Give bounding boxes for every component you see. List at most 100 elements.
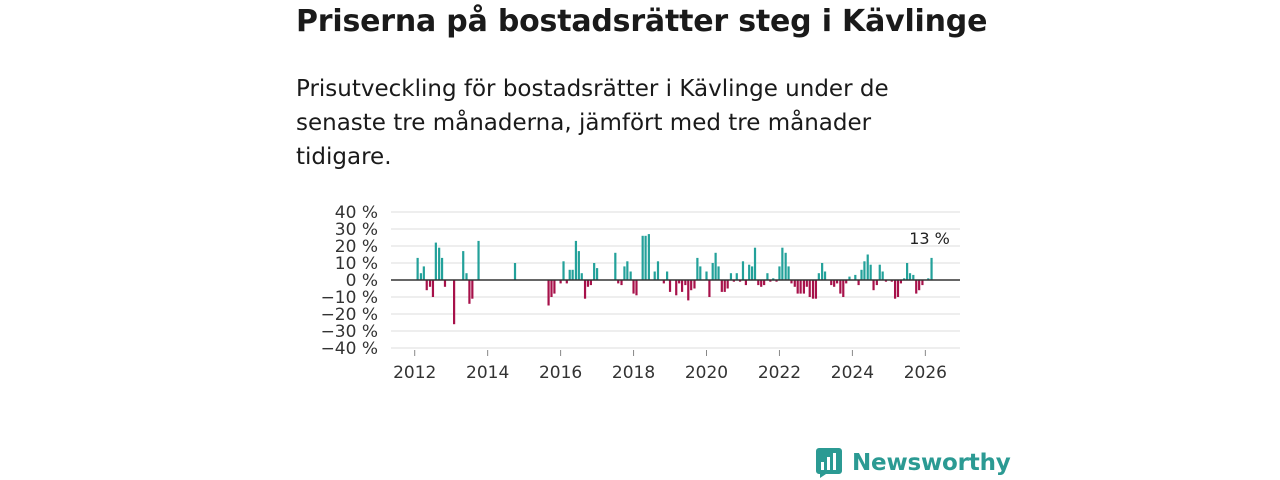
x-tick-label: 2026 — [904, 363, 947, 383]
bar — [863, 261, 866, 280]
bar — [823, 271, 827, 280]
bar — [918, 280, 921, 291]
bar — [675, 280, 678, 296]
bar — [869, 264, 872, 280]
y-tick-label: 20 % — [335, 237, 378, 257]
bar — [921, 280, 924, 286]
bar — [760, 280, 763, 287]
bar — [666, 271, 669, 280]
bar — [559, 280, 562, 284]
bar — [626, 261, 629, 280]
y-tick-label: 10 % — [335, 254, 378, 274]
bar — [906, 263, 909, 280]
bar — [653, 271, 656, 280]
x-tick-label: 2018 — [612, 363, 655, 383]
page-subtitle: Prisutveckling för bostadsrätter i Kävli… — [296, 76, 889, 170]
bar — [741, 261, 745, 280]
bar — [915, 280, 918, 294]
bar — [808, 280, 811, 297]
bar — [738, 280, 742, 282]
bar — [644, 235, 647, 280]
bar — [781, 247, 784, 280]
bar — [443, 280, 447, 287]
bar — [419, 273, 423, 280]
bar — [553, 280, 556, 294]
bar-series — [416, 234, 933, 325]
bar — [860, 269, 863, 280]
bar — [775, 280, 778, 282]
bar — [462, 251, 465, 280]
bar — [699, 266, 702, 280]
bar — [428, 280, 432, 287]
bar — [830, 280, 833, 286]
bar — [778, 266, 781, 280]
bar — [586, 280, 590, 287]
bar — [784, 252, 787, 280]
bar — [577, 251, 580, 280]
bar — [641, 235, 644, 280]
bar — [465, 273, 468, 280]
bar — [678, 280, 681, 284]
bar — [723, 280, 726, 292]
bar — [684, 280, 687, 286]
bar — [875, 280, 878, 286]
bar — [714, 252, 717, 280]
bar — [927, 278, 930, 280]
bar — [805, 280, 808, 287]
bar — [440, 257, 444, 280]
bar — [748, 264, 751, 280]
bar — [568, 269, 571, 280]
bar — [899, 280, 903, 284]
bar — [422, 266, 425, 280]
bar — [766, 273, 769, 280]
bar — [571, 269, 574, 280]
x-axis-ticks: 2012 2014 2016 2018 2020 2022 2024 2026 — [393, 350, 947, 383]
bar — [662, 280, 665, 284]
bar — [635, 280, 638, 296]
bar — [848, 276, 851, 280]
bar — [884, 280, 888, 282]
bar — [431, 280, 435, 297]
bar — [757, 280, 760, 286]
bar — [647, 234, 650, 280]
brand-logo: Newsworthy — [816, 446, 1011, 480]
x-tick-label: 2016 — [539, 363, 582, 383]
bar — [726, 280, 729, 289]
bar — [693, 280, 696, 289]
y-tick-label: 0 % — [346, 271, 378, 291]
bar — [620, 280, 623, 286]
grid-lines — [391, 211, 960, 349]
bar — [821, 263, 824, 280]
bar — [896, 280, 900, 297]
y-axis-ticks: 40 %30 %20 %10 %0 %−10 %−20 %−30 %−40 % — [321, 203, 378, 359]
bar — [547, 280, 550, 306]
bar — [802, 280, 805, 294]
y-tick-label: −40 % — [321, 339, 378, 359]
bar — [562, 261, 565, 280]
y-tick-label: −10 % — [321, 288, 378, 308]
bar — [811, 280, 815, 299]
bar — [890, 280, 893, 282]
bar — [574, 240, 578, 280]
bar — [735, 273, 738, 280]
bar — [550, 280, 553, 297]
bar — [845, 280, 848, 284]
bar — [720, 280, 723, 292]
bar — [580, 273, 583, 280]
x-tick-label: 2014 — [466, 363, 509, 383]
last-value-label: 13 % — [909, 229, 950, 248]
x-tick-label: 2024 — [831, 363, 874, 383]
bar — [513, 263, 517, 280]
bar — [708, 280, 711, 297]
bar — [696, 257, 699, 280]
bar — [705, 271, 708, 280]
bar — [614, 252, 617, 280]
bar — [753, 247, 757, 280]
bar — [425, 280, 428, 291]
bar — [872, 280, 875, 291]
bar — [912, 274, 915, 280]
bar — [656, 261, 660, 280]
bar — [589, 280, 592, 286]
bar — [857, 280, 860, 286]
bar — [593, 263, 596, 280]
